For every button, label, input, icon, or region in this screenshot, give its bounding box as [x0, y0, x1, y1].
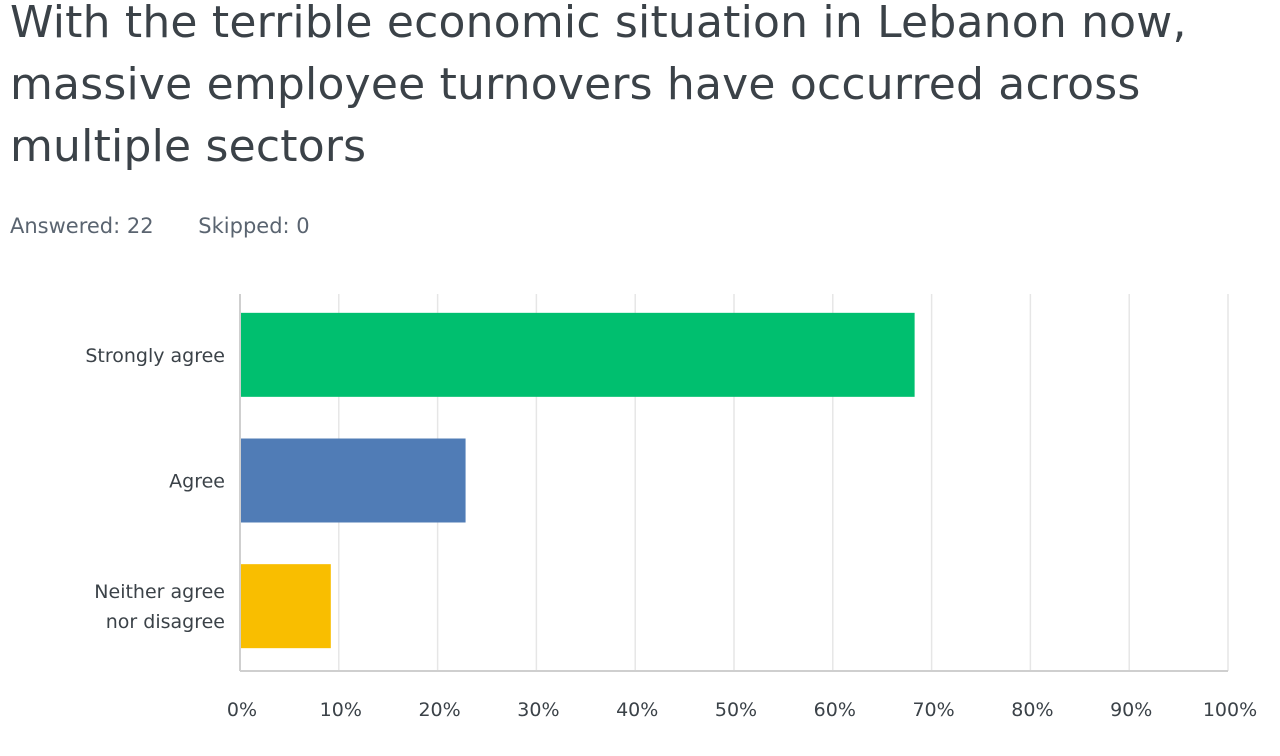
skipped-count: Skipped: 0 [198, 214, 310, 238]
x-tick-label: 80% [1011, 699, 1053, 721]
x-tick-label: 30% [517, 699, 559, 721]
question-title: With the terrible economic situation in … [10, 0, 1187, 172]
x-tick-label: 0% [227, 699, 257, 721]
x-tick-label: 10% [320, 699, 362, 721]
x-tick-label: 60% [814, 699, 856, 721]
category-label: Neither agree [94, 581, 225, 603]
x-tick-label: 100% [1203, 699, 1257, 721]
category-label: Strongly agree [85, 345, 225, 367]
response-stats: Answered: 22 Skipped: 0 [10, 214, 348, 238]
x-tick-label: 50% [715, 699, 757, 721]
category-label: nor disagree [106, 611, 225, 633]
bar-agree [241, 438, 466, 523]
x-tick-label: 90% [1110, 699, 1152, 721]
x-tick-label: 20% [418, 699, 460, 721]
x-tick-label: 70% [912, 699, 954, 721]
axes [239, 294, 1228, 672]
answered-count: Answered: 22 [10, 214, 154, 238]
x-tick-label: 40% [616, 699, 658, 721]
bar-neither-agree-nor-disagree [241, 564, 331, 649]
bar-strongly-agree [241, 312, 915, 397]
labels: 0% 10% 20% 30% 40% 50% 60% 70% 80% 90% 100% Strongl… [85, 345, 1257, 721]
category-label: Agree [169, 471, 225, 493]
bars [241, 312, 915, 649]
